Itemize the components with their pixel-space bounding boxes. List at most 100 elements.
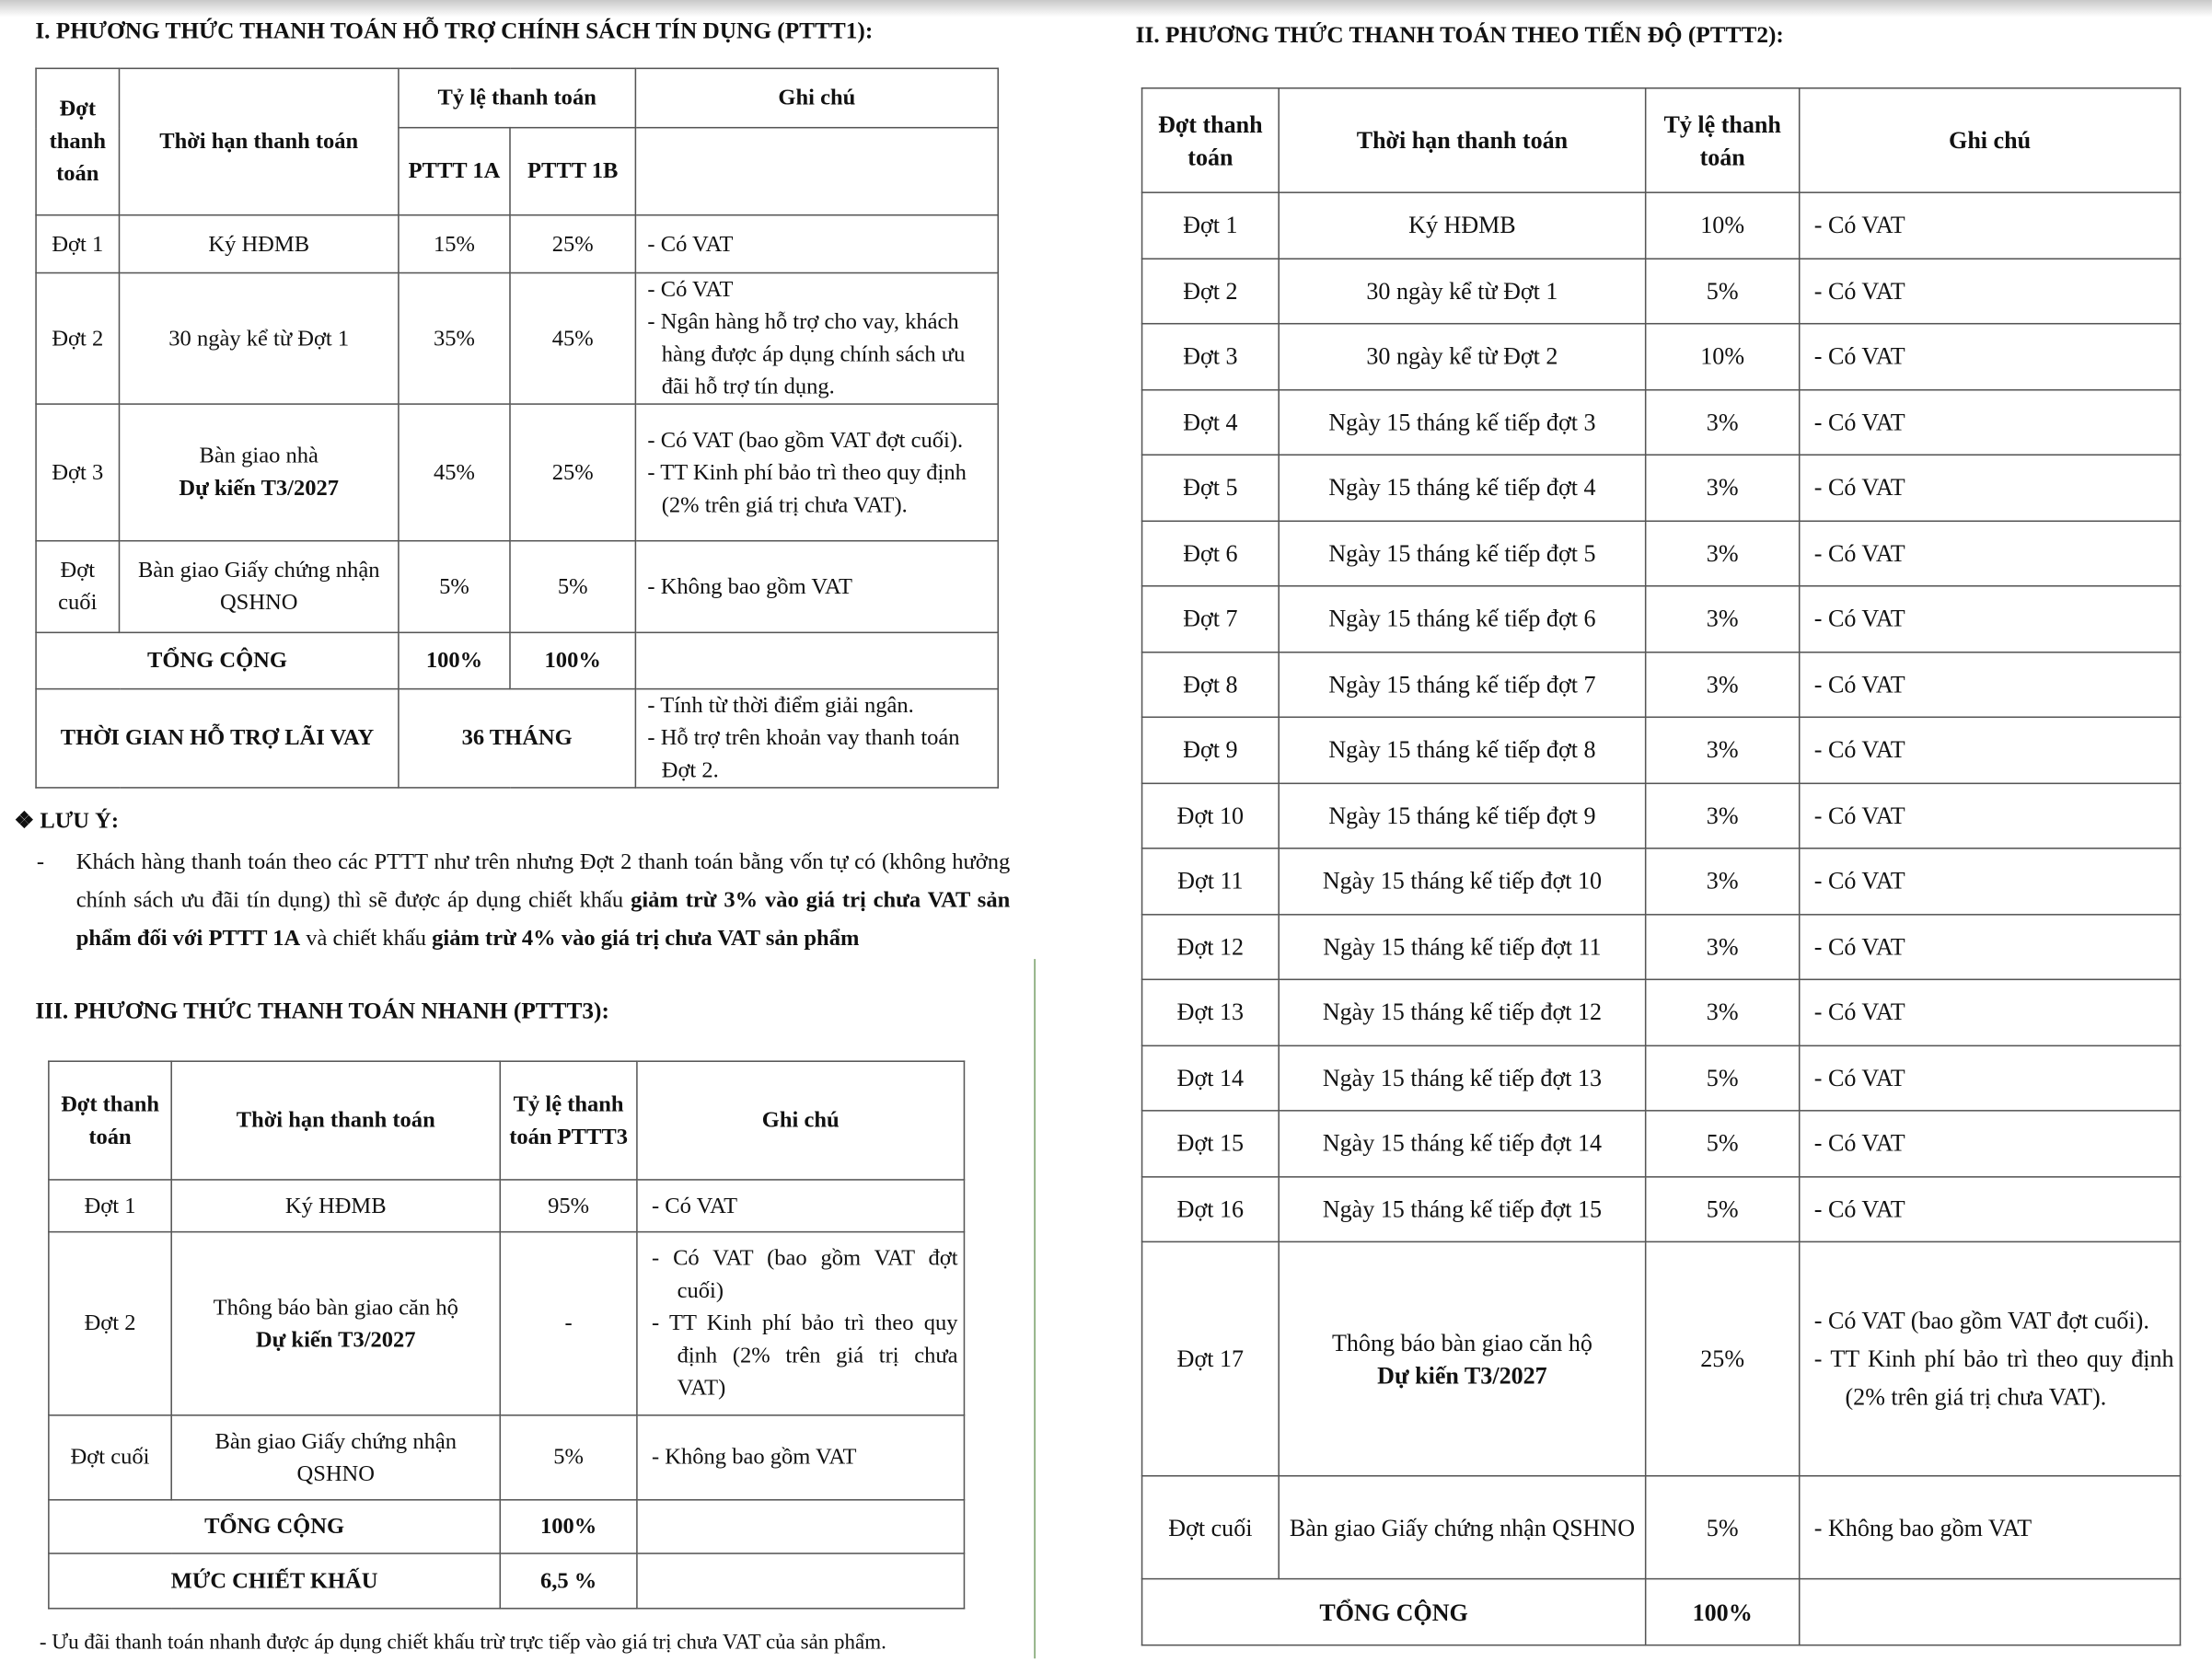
cell-rate: 10% [1644, 322, 1801, 390]
cell-line: 30 ngày kể từ Đợt 1 [168, 326, 350, 351]
note-line: - Hỗ trợ trên khoản vay thanh toán Đợt 2… [647, 726, 960, 783]
cell-ghi-chu: - Có VAT [1798, 913, 2182, 981]
cell-dot: Đợt 13 [1141, 978, 1280, 1046]
cell-line: Ngày 15 tháng kế tiếp đợt 3 [1328, 409, 1596, 436]
cell-ghi-chu: - Có VAT [1798, 1175, 2182, 1243]
cell-line: 30 ngày kể từ Đợt 1 [1366, 277, 1558, 305]
column-divider [1034, 959, 1036, 1659]
cell-rate: 25% [1644, 1241, 1801, 1477]
header-ghi-chu: Ghi chú [636, 1060, 966, 1181]
cell-rate: 3% [1644, 978, 1801, 1046]
table-row: Đợt 17 Thông báo bàn giao căn hộ Dự kiến T… [1141, 1241, 2182, 1477]
table-row: Đợt 16 Ngày 15 tháng kế tiếp đợt 15 5% - Có… [1141, 1175, 2182, 1243]
table-row: Đợt cuối Bàn giao Giấy chứng nhận QSHNO 5%… [35, 539, 1000, 634]
note-line: - Có VAT [1813, 671, 1905, 698]
cell-line: Ngày 15 tháng kế tiếp đợt 13 [1322, 1064, 1603, 1091]
cell-line: Ngày 15 tháng kế tiếp đợt 6 [1328, 605, 1596, 632]
table-row: Đợt 1 Ký HĐMB 95% - Có VAT [48, 1179, 966, 1233]
note-paragraph: - Khách hàng thanh toán theo các PTTT nh… [37, 843, 1010, 957]
cell-line: Thông báo bàn giao căn hộ [1331, 1329, 1592, 1356]
header-dot: Đợt thanh toán [48, 1060, 172, 1181]
cell-line: Ngày 15 tháng kế tiếp đợt 4 [1328, 474, 1596, 502]
table-row: Đợt 7 Ngày 15 tháng kế tiếp đợt 6 3% - Có V… [1141, 584, 2182, 652]
cell-thoi-han: Ngày 15 tháng kế tiếp đợt 4 [1278, 454, 1647, 522]
cell-rate: 3% [1644, 651, 1801, 719]
cell-dot: Đợt 8 [1141, 651, 1280, 719]
cell-line: Ngày 15 tháng kế tiếp đợt 15 [1322, 1195, 1603, 1223]
cell-rate-1b: 45% [509, 271, 637, 405]
header-empty [634, 126, 1000, 216]
cell-line: Bàn giao Giấy chứng nhận QSHNO [137, 558, 380, 616]
cell-thoi-han: Ngày 15 tháng kế tiếp đợt 9 [1278, 781, 1647, 849]
cell-thoi-han: Ký HĐMB [170, 1179, 502, 1233]
cell-thoi-han: 30 ngày kể từ Đợt 2 [1278, 322, 1647, 390]
note-line: - Có VAT (bao gồm VAT đợt cuối) [652, 1246, 958, 1304]
cell-line: 30 ngày kể từ Đợt 2 [1366, 342, 1558, 370]
cell-dot: Đợt 3 [1141, 322, 1280, 390]
total-row: TỔNG CỘNG 100% [1141, 1577, 2182, 1646]
header-ty-le: Tỷ lệ thanh toán [1644, 87, 1801, 193]
cell-dot: Đợt 12 [1141, 913, 1280, 981]
table-row: Đợt 11 Ngày 15 tháng kế tiếp đợt 10 3% - Có… [1141, 848, 2182, 915]
note-line: - Có VAT [1813, 998, 1905, 1026]
cell-thoi-han: Ngày 15 tháng kế tiếp đợt 7 [1278, 651, 1647, 719]
cell-thoi-han: Thông báo bàn giao căn hộ Dự kiến T3/2027 [1278, 1241, 1647, 1477]
cell-dot: Đợt 11 [1141, 848, 1280, 915]
cell-ghi-chu: - Có VAT - Ngân hàng hỗ trợ cho vay, khác… [634, 271, 1000, 405]
section2-title: II. PHƯƠNG THỨC THANH TOÁN THEO TIẾN ĐỘ … [1135, 20, 1784, 49]
table-row: Đợt cuối Bàn giao Giấy chứng nhận QSHNO 5%… [48, 1414, 966, 1501]
cell-dot: Đợt 6 [1141, 519, 1280, 587]
note-line: - Không bao gồm VAT [1813, 1514, 2032, 1541]
cell-dot: Đợt 5 [1141, 454, 1280, 522]
cell-line: Dự kiến T3/2027 [1377, 1361, 1547, 1389]
table-row: Đợt 10 Ngày 15 tháng kế tiếp đợt 9 3% - Có … [1141, 781, 2182, 849]
cell-ghi-chu: - Có VAT [1798, 322, 2182, 390]
cell-dot: Đợt 2 [35, 271, 121, 405]
cell-line: Bàn giao Giấy chứng nhận QSHNO [1289, 1514, 1636, 1541]
total-empty [634, 631, 1000, 690]
note-dash: - [36, 850, 45, 875]
header-row: Đợt thanh toán Thời hạn thanh toán Tỷ lệ t… [48, 1060, 966, 1181]
note-line: - Có VAT [1813, 867, 1905, 894]
cell-dot: Đợt 9 [1141, 716, 1280, 784]
cell-ghi-chu: - Có VAT [1798, 716, 2182, 784]
note-line: - Có VAT [1813, 1064, 1905, 1091]
cell-thoi-han: Ngày 15 tháng kế tiếp đợt 8 [1278, 716, 1647, 784]
cell-rate: 3% [1644, 454, 1801, 522]
cell-line: Ngày 15 tháng kế tiếp đợt 11 [1323, 933, 1602, 961]
cell-thoi-han: Ngày 15 tháng kế tiếp đợt 10 [1278, 848, 1647, 915]
cell-line: Ngày 15 tháng kế tiếp đợt 14 [1322, 1129, 1603, 1158]
cell-ghi-chu: - Có VAT [634, 214, 1000, 274]
header-pttt-1b: PTTT 1B [509, 126, 637, 216]
cell-rate: 5% [1644, 257, 1801, 325]
note-segment: và chiết khấu [300, 926, 433, 951]
section3-title: III. PHƯƠNG THỨC THANH TOÁN NHANH (PTTT3… [35, 997, 609, 1024]
cell-ghi-chu: - Có VAT (bao gồm VAT đợt cuối). - TT Kin… [634, 403, 1000, 542]
cell-rate: 3% [1644, 388, 1801, 456]
note-line: - TT Kinh phí bảo trì theo quy định (2% … [647, 460, 967, 517]
note-line: - Có VAT [1813, 802, 1905, 829]
discount-row: MỨC CHIẾT KHẤU 6,5 % [48, 1552, 966, 1610]
cell-thoi-han: Bàn giao Giấy chứng nhận QSHNO [118, 539, 400, 634]
header-dot: Đợt thanh toán [35, 67, 121, 216]
total-rate: 100% [499, 1499, 638, 1554]
cell-rate: 5% [1644, 1175, 1801, 1243]
note-line: - Có VAT (bao gồm VAT đợt cuối). [647, 428, 964, 453]
total-label: TỔNG CỘNG [48, 1499, 502, 1554]
table-row: Đợt 1 Ký HĐMB 10% - Có VAT [1141, 191, 2182, 260]
pttt1-table: Đợt thanh toán Thời hạn thanh toán Tỷ lệ t… [35, 67, 1000, 789]
note-line: - Có VAT [1813, 933, 1905, 961]
header-ghi-chu: Ghi chú [1798, 87, 2182, 193]
cell-thoi-han: Bàn giao Giấy chứng nhận QSHNO [170, 1414, 502, 1501]
note-line: - Có VAT [1813, 409, 1905, 436]
cell-rate-1b: 25% [509, 214, 637, 274]
cell-ghi-chu: - Có VAT [1798, 1044, 2182, 1112]
cell-thoi-han: Ngày 15 tháng kế tiếp đợt 3 [1278, 388, 1647, 456]
table-row: Đợt 9 Ngày 15 tháng kế tiếp đợt 8 3% - Có V… [1141, 716, 2182, 784]
header-thoi-han: Thời hạn thanh toán [1278, 87, 1647, 193]
table-row: Đợt 14 Ngày 15 tháng kế tiếp đợt 13 5% - Có… [1141, 1044, 2182, 1112]
cell-dot: Đợt 1 [1141, 191, 1280, 260]
cell-rate-1a: 45% [398, 403, 511, 542]
cell-rate-1b: 25% [509, 403, 637, 542]
cell-rate-1b: 5% [509, 539, 637, 634]
